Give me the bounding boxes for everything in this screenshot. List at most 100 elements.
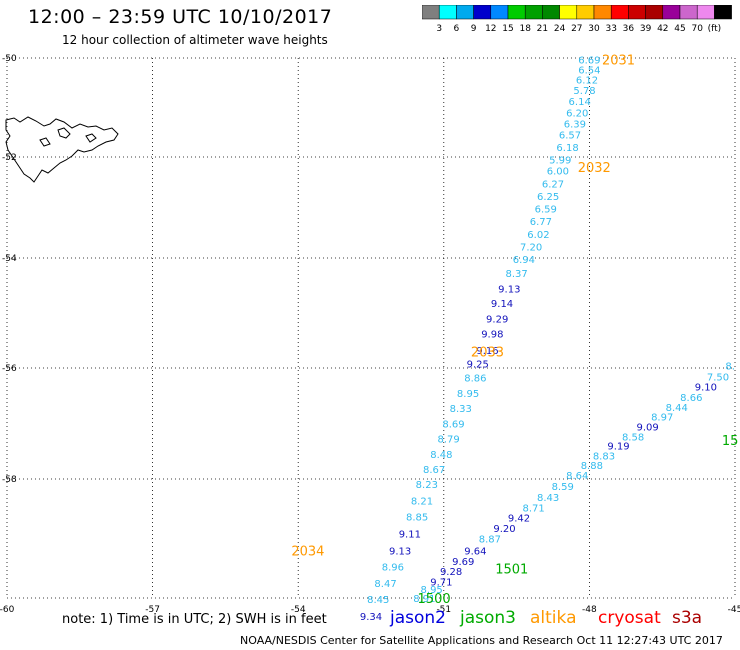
color-scale-label: 6 [454, 24, 460, 34]
wave-height-value: 9.28 [440, 567, 462, 578]
satellite-legend-jason3: jason3 [460, 608, 516, 628]
track-time-label: 15 [722, 434, 739, 449]
wave-height-value: 6.57 [559, 131, 581, 142]
wave-height-value: 6.14 [569, 97, 591, 108]
wave-height-value: 6.94 [513, 255, 535, 266]
wave-height-value: 8.95 [457, 389, 479, 400]
color-scale-label: 39 [640, 24, 652, 34]
x-tick-label: -54 [291, 605, 306, 615]
wave-height-value: 8.86 [464, 373, 486, 384]
x-tick-label: -60 [0, 605, 15, 615]
wave-height-value: 6.20 [566, 108, 588, 119]
wave-height-value: 8.71 [522, 504, 544, 515]
x-tick-label: -45 [728, 605, 740, 615]
wave-height-value: 8.44 [666, 403, 688, 414]
wave-height-value: 8.58 [622, 432, 644, 443]
wave-height-value: 8.23 [416, 480, 438, 491]
wave-height-value: 9.13 [498, 284, 520, 295]
wave-height-value: 8.48 [430, 450, 452, 461]
wave-height-value: 8.45 [367, 595, 389, 606]
color-scale-label: 30 [588, 24, 600, 34]
color-scale-label: (ft) [708, 24, 722, 34]
wave-height-value: 6.27 [542, 179, 564, 190]
wave-height-value: 6.39 [564, 119, 586, 130]
wave-height-value: 8.59 [552, 482, 574, 493]
wave-height-value: 8.85 [406, 512, 428, 523]
wave-height-value: 6.25 [537, 192, 559, 203]
wave-height-value: 8.21 [411, 496, 433, 507]
wave-height-value: 6.02 [527, 230, 549, 241]
wave-height-value: 8.47 [374, 579, 396, 590]
x-tick-label: -48 [582, 605, 597, 615]
wave-height-value: 8.79 [438, 434, 460, 445]
color-scale-label: 42 [657, 24, 668, 34]
wave-height-value: 5.78 [573, 86, 595, 97]
wave-height-value: 6.00 [547, 167, 569, 178]
color-scale-legend: 3 6 9 12 15 18 21 24 27 30 33 36 39 42 45 70 (ft) [422, 5, 732, 34]
wave-height-value: 9.11 [399, 530, 421, 541]
wave-height-value: 8.96 [382, 562, 404, 573]
color-scale-label: 27 [571, 24, 582, 34]
chart-subtitle: 12 hour collection of altimeter wave hei… [62, 33, 328, 47]
y-tick-label: -50 [2, 54, 17, 64]
satellite-legend-jason2: jason2 [390, 608, 446, 628]
color-scale-label: 12 [485, 24, 496, 34]
color-scale-label: 15 [502, 24, 513, 34]
color-scale-label: 45 [674, 24, 685, 34]
satellite-legend-altika: altika [530, 608, 577, 628]
wave-height-value: 5.99 [549, 156, 571, 167]
wave-height-value: 8.37 [505, 269, 527, 280]
wave-height-value: 8.95 [421, 585, 443, 596]
x-tick-label: -51 [436, 605, 451, 615]
wave-height-value: 8.91 [413, 594, 435, 605]
falkland-islands-outline [5, 116, 119, 183]
wave-height-value: 9.09 [637, 422, 659, 433]
wave-height-value: 9.16 [476, 346, 498, 357]
wave-height-value: 8.33 [450, 404, 472, 415]
wave-height-value: 8.69 [442, 420, 464, 431]
satellite-legend-s3a: s3a [672, 608, 703, 628]
footer-credit: NOAA/NESDIS Center for Satellite Applica… [240, 634, 723, 647]
wave-height-value: 8.67 [423, 465, 445, 476]
color-scale-label: 36 [623, 24, 635, 34]
wave-height-value: 8.64 [566, 471, 588, 482]
wave-height-value: 6.12 [576, 75, 598, 86]
track-time-label: 2032 [578, 161, 611, 176]
y-tick-label: -54 [2, 254, 17, 264]
track-time-label: 1500 [418, 592, 451, 607]
wave-height-value: 8. [725, 361, 735, 372]
wave-height-value: 9.71 [430, 577, 452, 588]
wave-height-value: 9.42 [508, 514, 530, 525]
color-scale-label: 24 [554, 24, 566, 34]
wave-height-value: 8.83 [593, 452, 615, 463]
wave-height-value: 6.77 [530, 217, 552, 228]
wave-height-value: 8.43 [537, 493, 559, 504]
wave-height-value: 9.25 [467, 360, 489, 371]
color-scale-label: 9 [471, 24, 477, 34]
wave-height-value: 9.98 [481, 329, 503, 340]
wave-height-value: 9.64 [464, 546, 486, 557]
wave-height-points: 6.696.546.125.786.146.206.396.576.18 5.99… [360, 55, 735, 623]
axis-tick-labels: -60 -57 -54 -51 -48 -45 -50 -52 -54 -56 -58 [0, 54, 740, 615]
y-tick-label: -58 [2, 475, 17, 485]
wave-height-value: 8.87 [479, 535, 501, 546]
wave-height-value: 7.50 [707, 372, 729, 383]
satellite-legend-cryosat: cryosat [598, 608, 661, 628]
chart-title: 12:00 – 23:59 UTC 10/10/2017 [28, 6, 333, 28]
color-scale-label: 33 [605, 24, 616, 34]
color-swatch [714, 5, 732, 20]
wave-height-value: 9.20 [493, 524, 515, 535]
track-time-label: 2033 [471, 346, 504, 361]
wave-height-value: 8.66 [680, 393, 702, 404]
wave-height-value: 8.88 [581, 461, 603, 472]
wave-height-value: 9.69 [452, 557, 474, 568]
footer-note: note: 1) Time is in UTC; 2) SWH is in fe… [62, 612, 327, 627]
wave-height-value: 9.29 [486, 315, 508, 326]
track-labels: 2031 2032 2033 2034 1501 1500 15 [291, 53, 738, 607]
map-grid [6, 57, 736, 599]
track-time-label: 2034 [291, 544, 324, 559]
wave-height-value: 9.19 [607, 442, 629, 453]
wave-height-value: 6.69 [578, 55, 600, 66]
color-scale-label: 70 [691, 24, 703, 34]
